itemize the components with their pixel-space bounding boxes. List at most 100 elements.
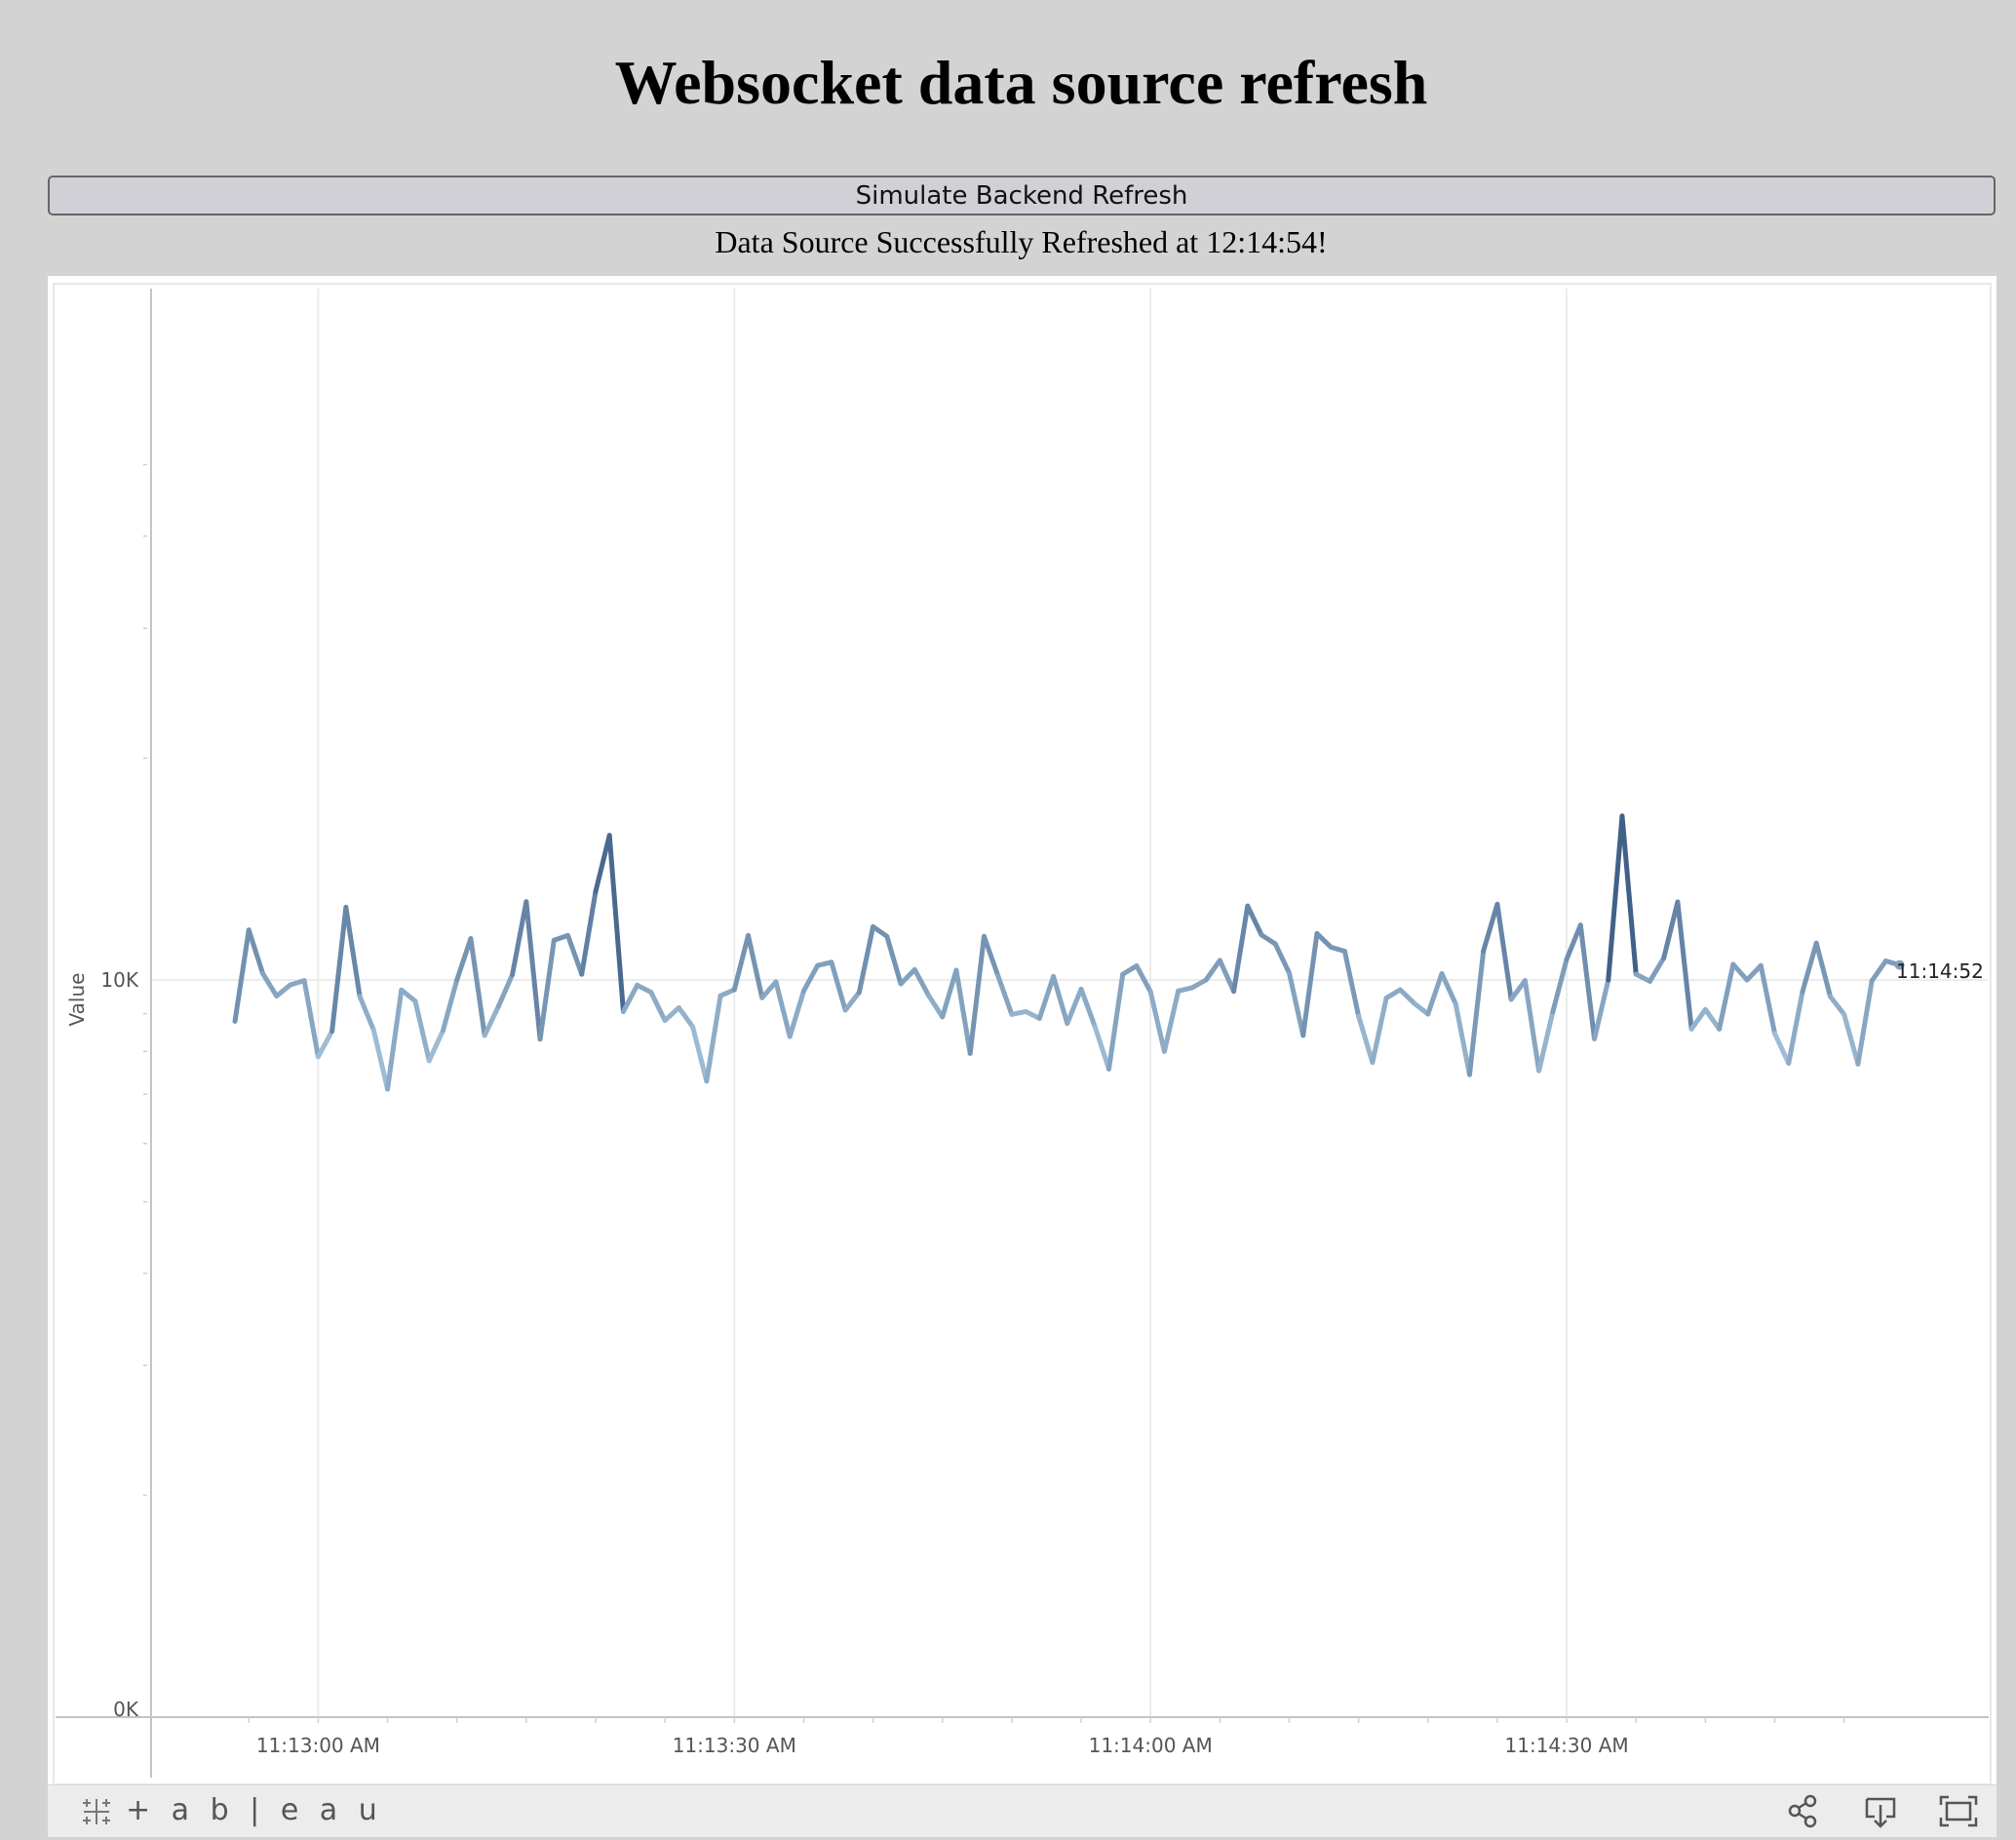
line-segment[interactable] bbox=[1647, 955, 1667, 984]
line-segment[interactable] bbox=[232, 927, 252, 1024]
line-segment[interactable] bbox=[510, 899, 529, 977]
line-segment[interactable] bbox=[1300, 930, 1320, 1038]
line-segment[interactable] bbox=[454, 936, 474, 983]
line-segment[interactable] bbox=[662, 1004, 681, 1024]
fullscreen-icon[interactable] bbox=[1937, 1785, 1980, 1837]
line-segment[interactable] bbox=[690, 1024, 710, 1084]
line-segment[interactable] bbox=[1536, 1009, 1556, 1074]
line-segment[interactable] bbox=[551, 932, 571, 943]
line-segment[interactable] bbox=[1023, 1008, 1042, 1021]
line-segment[interactable] bbox=[1453, 1001, 1472, 1077]
line-segment[interactable] bbox=[829, 959, 848, 1013]
line-segment[interactable] bbox=[1813, 940, 1833, 999]
line-segment[interactable] bbox=[412, 998, 432, 1064]
line-segment[interactable] bbox=[871, 923, 890, 939]
line-segment[interactable] bbox=[1730, 961, 1750, 983]
line-segment[interactable] bbox=[1688, 1006, 1708, 1032]
line-segment[interactable] bbox=[246, 927, 265, 976]
line-segment[interactable] bbox=[676, 1004, 696, 1030]
line-segment[interactable] bbox=[370, 1027, 391, 1092]
line-segment[interactable] bbox=[759, 979, 779, 1000]
line-segment[interactable] bbox=[1466, 948, 1487, 1077]
line-segment[interactable] bbox=[1105, 971, 1126, 1072]
line-segment[interactable] bbox=[1341, 949, 1362, 1019]
line-segment[interactable] bbox=[468, 936, 487, 1038]
line-segment[interactable] bbox=[1786, 989, 1805, 1066]
data-point[interactable] bbox=[1894, 959, 1905, 970]
line-segment[interactable] bbox=[704, 993, 723, 1084]
line-segment[interactable] bbox=[495, 971, 516, 1009]
line-segment[interactable] bbox=[593, 833, 612, 894]
line-segment[interactable] bbox=[1481, 901, 1500, 954]
line-segment[interactable] bbox=[565, 932, 585, 977]
line-segment[interactable] bbox=[1619, 813, 1639, 977]
tableau-logo-icon[interactable] bbox=[77, 1785, 116, 1837]
line-segment[interactable] bbox=[926, 993, 946, 1020]
series-line[interactable] bbox=[232, 813, 1905, 1092]
line-segment[interactable] bbox=[648, 990, 668, 1024]
line-segment[interactable] bbox=[1370, 996, 1389, 1066]
line-segment[interactable] bbox=[1855, 978, 1875, 1067]
line-segment[interactable] bbox=[1592, 977, 1611, 1041]
line-segment[interactable] bbox=[1508, 978, 1528, 1002]
line-segment[interactable] bbox=[1231, 903, 1251, 995]
line-segment[interactable] bbox=[1606, 813, 1625, 983]
line-segment[interactable] bbox=[1772, 1031, 1792, 1066]
line-segment[interactable] bbox=[399, 987, 418, 1004]
line-segment[interactable] bbox=[259, 970, 280, 998]
line-segment[interactable] bbox=[995, 972, 1015, 1017]
line-segment[interactable] bbox=[1051, 973, 1070, 1027]
simulate-refresh-button[interactable]: Simulate Backend Refresh bbox=[48, 176, 1996, 215]
line-segment[interactable] bbox=[898, 966, 917, 987]
line-segment[interactable] bbox=[1577, 922, 1598, 1041]
line-segment[interactable] bbox=[1120, 963, 1140, 977]
download-icon[interactable] bbox=[1861, 1785, 1900, 1837]
line-segment[interactable] bbox=[800, 962, 821, 994]
line-segment[interactable] bbox=[426, 1028, 446, 1064]
line-segment[interactable] bbox=[523, 899, 543, 1042]
line-segment[interactable] bbox=[537, 937, 557, 1042]
line-segment[interactable] bbox=[1259, 932, 1278, 947]
line-segment[interactable] bbox=[1092, 1024, 1111, 1072]
line-segment[interactable] bbox=[884, 933, 904, 987]
line-segment[interactable] bbox=[343, 904, 363, 999]
line-segment[interactable] bbox=[1134, 963, 1153, 995]
line-segment[interactable] bbox=[1717, 961, 1736, 1032]
line-segment[interactable] bbox=[911, 966, 931, 998]
line-segment[interactable] bbox=[1272, 941, 1292, 976]
line-segment[interactable] bbox=[1494, 901, 1514, 1002]
line-segment[interactable] bbox=[1203, 958, 1222, 983]
line-segment[interactable] bbox=[1425, 970, 1445, 1017]
line-segment[interactable] bbox=[385, 987, 405, 1092]
line-segment[interactable] bbox=[1744, 962, 1764, 983]
line-segment[interactable] bbox=[1397, 987, 1417, 1006]
line-segment[interactable] bbox=[856, 923, 876, 996]
line-segment[interactable] bbox=[1800, 940, 1819, 995]
line-segment[interactable] bbox=[1412, 1000, 1431, 1017]
line-segment[interactable] bbox=[1842, 1011, 1861, 1067]
line-segment[interactable] bbox=[731, 932, 752, 993]
line-segment[interactable] bbox=[274, 982, 293, 998]
line-segment[interactable] bbox=[842, 990, 862, 1013]
line-segment[interactable] bbox=[635, 982, 654, 996]
line-segment[interactable] bbox=[1036, 973, 1057, 1021]
line-segment[interactable] bbox=[579, 888, 599, 977]
share-icon[interactable] bbox=[1784, 1785, 1823, 1837]
tableau-logo-text[interactable]: + a b | e a u bbox=[126, 1793, 383, 1827]
line-segment[interactable] bbox=[1078, 986, 1098, 1030]
line-segment[interactable] bbox=[330, 904, 349, 1035]
line-segment[interactable] bbox=[1161, 988, 1182, 1054]
line-segment[interactable] bbox=[1758, 962, 1778, 1037]
line-segment[interactable] bbox=[357, 994, 376, 1033]
line-segment[interactable] bbox=[620, 982, 640, 1014]
line-segment[interactable] bbox=[1827, 994, 1847, 1017]
line-segment[interactable] bbox=[1550, 957, 1570, 1015]
line-segment[interactable] bbox=[1633, 971, 1652, 984]
line-segment[interactable] bbox=[953, 967, 973, 1056]
line-segment[interactable] bbox=[440, 977, 460, 1034]
line-segment[interactable] bbox=[1522, 978, 1542, 1074]
line-segment[interactable] bbox=[1314, 930, 1334, 950]
line-segment[interactable] bbox=[315, 1029, 335, 1060]
line-segment[interactable] bbox=[1286, 970, 1306, 1038]
line-segment[interactable] bbox=[967, 933, 987, 1056]
